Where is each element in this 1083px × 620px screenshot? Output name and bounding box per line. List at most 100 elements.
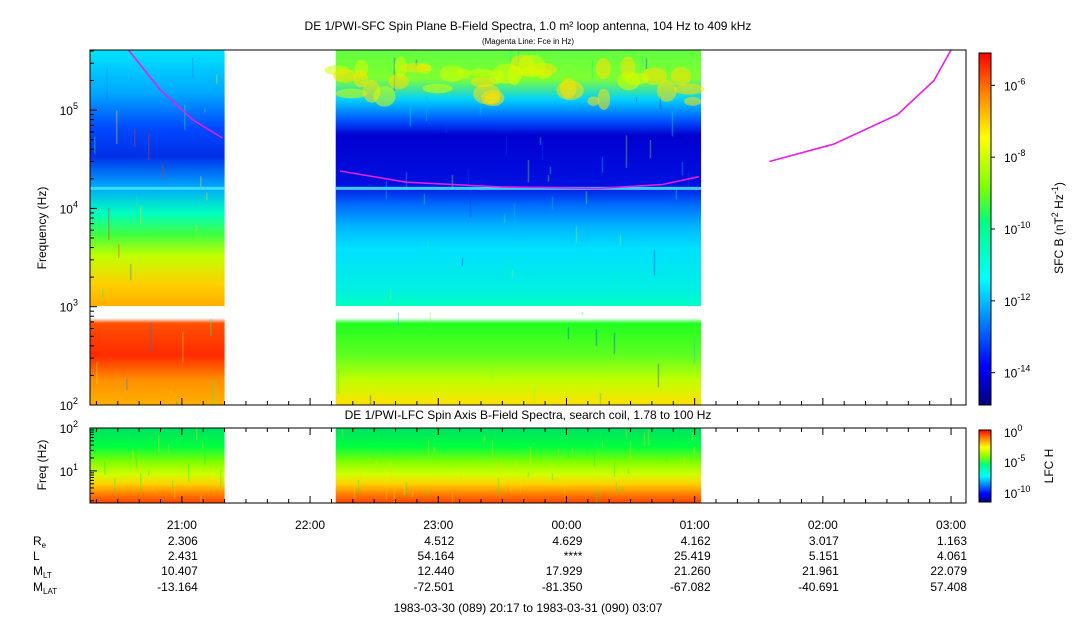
lfc-texture-streak (563, 486, 566, 494)
top-panel-title: DE 1/PWI-SFC Spin Plane B-Field Spectra,… (305, 19, 752, 33)
sfc-colorbar-tick-label: 10-6 (1004, 76, 1025, 93)
ephemeris-value: 25.419 (674, 549, 711, 563)
lfc-texture-streak (375, 460, 378, 466)
sfc-texture-streak (509, 50, 512, 69)
ephemeris-value: 2.306 (168, 534, 198, 548)
lfc-colorbar-ticks: 100 10-5 10-10 (1004, 423, 1030, 501)
lfc-texture-streak (483, 435, 486, 442)
lfc-texture-streak (377, 432, 380, 448)
sfc-texture-streak (134, 129, 136, 147)
lfc-texture-streak (395, 445, 398, 456)
sfc-texture-streak (505, 136, 508, 156)
lfc-texture-streak (693, 446, 696, 454)
lfc-texture-streak (675, 429, 678, 448)
sfc-texture-streak (98, 327, 100, 352)
lfc-texture-streak (683, 457, 686, 466)
lfc-texture-streak (499, 460, 502, 476)
sfc-texture-streak (451, 175, 454, 189)
sfc-texture-streak (613, 332, 616, 354)
ephemeris-value: -67.082 (670, 580, 711, 594)
sfc-texture-streak (479, 100, 482, 116)
sfc-emission-blob (670, 67, 691, 86)
sfc-texture-streak (176, 401, 178, 405)
lfc-texture-streak (479, 435, 482, 442)
sfc-texture-streak (162, 164, 164, 180)
sfc-texture-streak (118, 244, 120, 259)
sfc-texture-streak (641, 56, 644, 66)
sfc-texture-streak (635, 97, 638, 102)
sfc-texture-streak (615, 273, 618, 281)
sfc-y-tick-label: 102 (60, 396, 78, 413)
sfc-texture-streak (170, 389, 172, 394)
sfc-texture-streak (425, 95, 428, 122)
ephemeris-value: 5.151 (809, 549, 839, 563)
lfc-colorbar-tick-label: 10-5 (1004, 453, 1025, 470)
lfc-texture-streak (152, 479, 154, 490)
lfc-texture-streak (136, 457, 138, 469)
sfc-y-tick-label: 103 (60, 298, 78, 315)
sfc-texture-streak (645, 58, 648, 70)
sfc-texture-streak (591, 60, 594, 80)
x-tick-label: 00:00 (551, 518, 581, 532)
lfc-texture-streak (132, 451, 134, 462)
sfc-texture-streak (539, 137, 542, 145)
sfc-interference-line (335, 186, 702, 190)
lfc-y-tick-label: 102 (60, 419, 78, 436)
sfc-texture-streak (126, 378, 128, 390)
lfc-texture-streak (403, 482, 406, 496)
lfc-texture-streak (613, 461, 616, 477)
sfc-colorbar: 10-6 10-8 10-10 10-12 10-14 SFC B (nT2 Hz-1) (978, 52, 1066, 406)
sfc-texture-streak (575, 226, 578, 243)
ephemeris-value: 17.929 (546, 564, 583, 578)
sfc-texture-streak (206, 193, 208, 201)
sfc-emission-blob (469, 68, 494, 77)
ephemeris-value: 2.431 (168, 549, 198, 563)
sfc-texture-streak (445, 124, 448, 133)
sfc-emission-blob (556, 80, 584, 101)
sfc-colorbar-tick-label: 10-8 (1004, 148, 1025, 165)
lfc-texture-streak (491, 440, 494, 456)
ephemeris-value: 12.440 (418, 564, 455, 578)
sfc-texture-streak (619, 234, 622, 246)
bottom-panel-title: DE 1/PWI-LFC Spin Axis B-Field Spectra, … (345, 408, 712, 422)
lfc-texture-streak (393, 487, 396, 503)
sfc-emission-blob (439, 65, 465, 82)
sfc-texture-streak (599, 392, 602, 405)
x-tick-label: 22:00 (295, 518, 325, 532)
ephemeris-value: 4.629 (552, 534, 582, 548)
sfc-texture-streak (393, 57, 396, 91)
ephemeris-value: -81.350 (542, 580, 583, 594)
lfc-texture-streak (196, 428, 198, 441)
lfc-texture-streak (94, 445, 96, 454)
fce-line-segment (127, 50, 223, 139)
lfc-texture-streak (359, 468, 362, 480)
sfc-panel: 102 103 104 105 Frequency (Hz) (35, 49, 967, 413)
sfc-texture-streak (581, 308, 584, 316)
lfc-texture-streak (625, 430, 628, 437)
lfc-texture-streak (567, 446, 570, 458)
sfc-x-minor-ticks (95, 398, 952, 405)
ephemeris-value: 10.407 (161, 564, 198, 578)
lfc-texture-streak (353, 484, 356, 499)
sfc-texture-streak (204, 108, 206, 113)
sfc-band-gap-2 (335, 306, 702, 312)
lfc-texture-streak (577, 441, 580, 446)
sfc-texture-streak (687, 172, 690, 198)
sfc-texture-streak (148, 134, 150, 161)
lfc-colorbar-tick-label: 100 (1004, 423, 1022, 440)
sfc-texture-streak (671, 112, 674, 137)
sfc-texture-streak (397, 312, 400, 326)
sfc-colorbar-label: SFC B (nT2 Hz-1) (1050, 182, 1066, 274)
lfc-texture-streak (204, 451, 206, 466)
top-panel-subtitle: (Magenta Line: Fce in Hz) (482, 37, 574, 46)
lfc-texture-streak (585, 445, 588, 455)
sfc-texture-streak (653, 250, 656, 276)
sfc-texture-streak (395, 188, 398, 198)
sfc-colorbar-ticks: 10-6 10-8 10-10 10-12 10-14 (991, 76, 1030, 381)
lfc-texture-streak (627, 468, 630, 474)
lfc-plot-frame (89, 427, 967, 504)
ephemeris-value: -72.501 (414, 580, 455, 594)
sfc-texture-streak (467, 169, 470, 190)
sfc-texture-streak (96, 361, 98, 384)
sfc-texture-streak (184, 104, 186, 131)
